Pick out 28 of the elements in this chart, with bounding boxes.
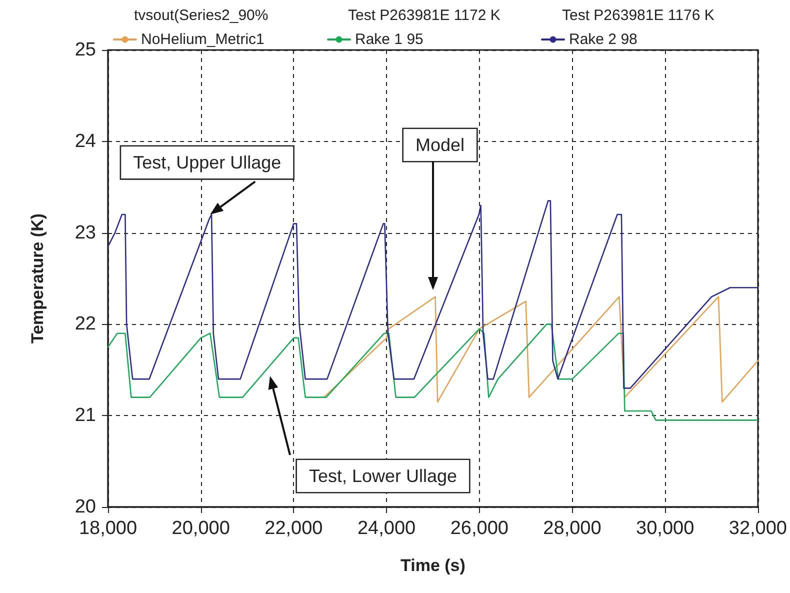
annotation: Model [415, 135, 465, 155]
x-tick-label: 28,000 [543, 518, 602, 539]
legend-label: Rake 1 95 [355, 31, 424, 48]
y-tick-label: 21 [74, 405, 96, 426]
line-series [107, 324, 759, 421]
x-tick-label: 24,000 [357, 518, 416, 539]
text: Test P263981E 1172 K [348, 7, 500, 24]
y-tick-label: 22 [74, 314, 96, 335]
line-series [107, 200, 759, 389]
x-axis-title: Time (s) [400, 556, 466, 575]
x-tick-label: 30,000 [636, 518, 694, 539]
text: Test P263981E 1176 K [562, 7, 714, 24]
y-tick-label: 23 [74, 222, 96, 244]
annotation: Test, Lower Ullage [308, 466, 458, 486]
y-tick-label: 24 [74, 130, 96, 152]
y-axis-title: Temperature (K) [28, 213, 47, 344]
line-series [323, 296, 759, 403]
x-tick-label: 32,000 [728, 518, 788, 539]
legend-label: Rake 2 98 [569, 31, 638, 48]
x-tick-label: 26,000 [450, 518, 508, 539]
annotation: Test, Upper Ullage [133, 152, 282, 173]
legend-label: NoHelium_Metric1 [141, 31, 264, 48]
x-tick-label: 20,000 [172, 518, 230, 539]
x-tick-label: 22,000 [264, 518, 323, 539]
y-tick-label: 25 [74, 40, 96, 60]
text: tvsout(Series2_90% [134, 7, 268, 24]
y-tick-label: 20 [74, 496, 96, 518]
x-tick-label: 18,000 [78, 518, 138, 539]
